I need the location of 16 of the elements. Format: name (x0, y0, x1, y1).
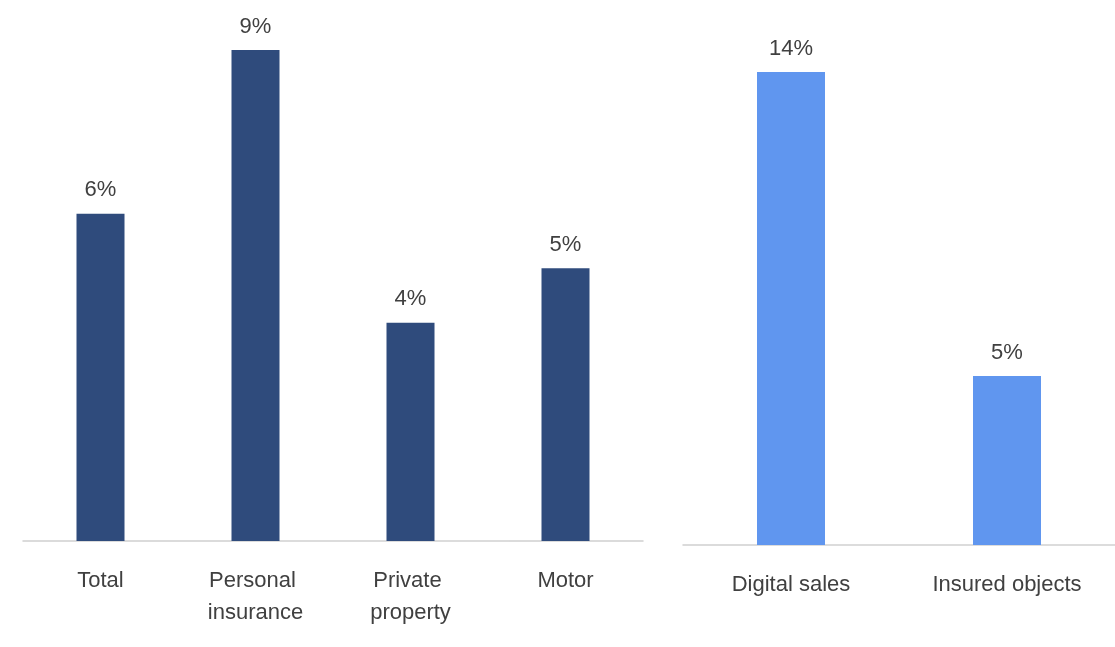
data-label: 4% (394, 285, 427, 311)
bar (231, 50, 280, 541)
data-label: 6% (84, 176, 117, 202)
x-tick-label: Digital sales (731, 570, 851, 596)
x-tick-label: Motor (537, 566, 594, 592)
bar (386, 322, 435, 541)
bar (76, 213, 125, 541)
bar (541, 268, 590, 541)
data-label: 5% (991, 338, 1023, 364)
x-tick-label: Private property (370, 566, 451, 624)
data-label: 14% (768, 34, 814, 60)
x-tick-label: Total (77, 566, 124, 592)
x-tick-label: Insured objects (932, 570, 1082, 596)
data-label: 5% (549, 230, 582, 256)
data-label: 9% (239, 12, 272, 38)
x-tick-label: Personal insurance (207, 566, 304, 624)
